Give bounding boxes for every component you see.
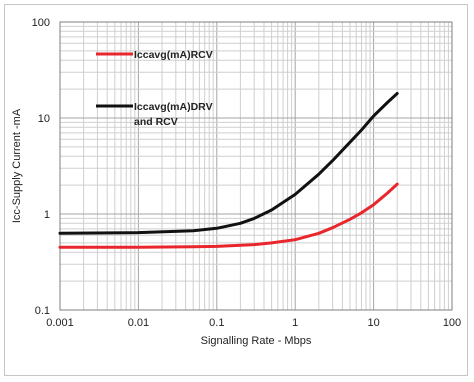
y-tick-label: 0.1 [35,305,50,317]
grid [60,22,452,310]
x-tick-label: 0.1 [209,317,224,329]
tick-labels: 0.001 0.01 0.1 1 10 100 100 10 1 0.1 [32,17,462,329]
series-lines [58,92,399,249]
series-line-drv-rcv [58,92,399,235]
legend-label-rcv: Iccavg(mA)RCV [134,49,213,61]
legend-label-drv-rcv-line2: and RCV [134,116,178,128]
x-tick-label: 0.01 [128,317,149,329]
series-line-rcv [58,182,399,249]
legend: Iccavg(mA)RCV Iccavg(mA)DRV and RCV [96,49,213,128]
plot-border [59,21,453,311]
legend-label-drv-rcv-line1: Iccavg(mA)DRV [134,101,213,113]
x-tick-label: 100 [443,317,461,329]
x-tick-label: 10 [367,317,379,329]
y-tick-label: 1 [44,209,50,221]
y-tick-label: 100 [32,17,50,29]
x-tick-label: 0.001 [46,317,74,329]
x-tick-label: 1 [292,317,298,329]
y-tick-label: 10 [38,113,50,125]
y-axis-label: Icc-Supply Current -mA [11,108,23,223]
x-axis-label: Signalling Rate - Mbps [201,335,312,347]
